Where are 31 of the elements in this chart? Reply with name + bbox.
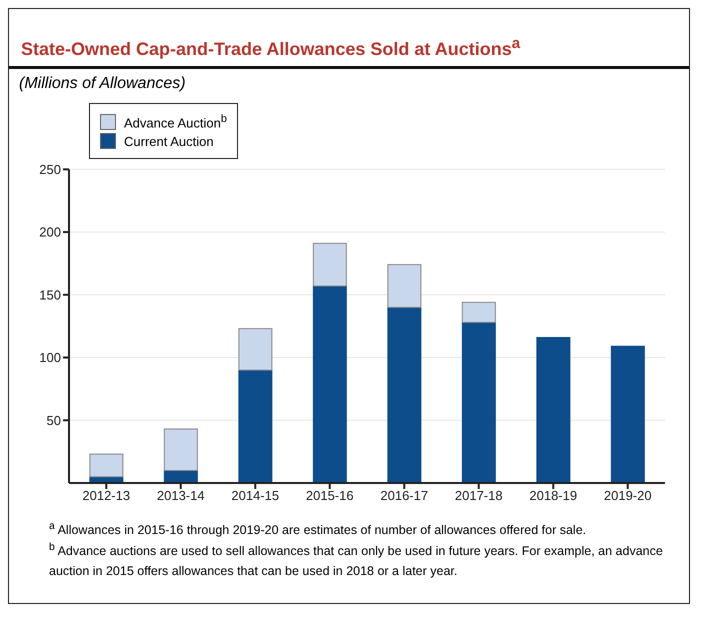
bar: [238, 370, 272, 483]
bar: [610, 346, 645, 483]
x-tick-label: 2014-15: [231, 488, 280, 504]
legend-label: Advance Auction$^{b}$: [124, 113, 227, 130]
bar: [164, 428, 198, 471]
legend-label: Current Auction: [124, 134, 214, 149]
y-tick-label: 100: [39, 350, 61, 366]
text: $^{b}$ Advance auctions are used to sell allowances that can only be used in future years. For example, an advance auction in 2015 offers allowances that can be used in 2018 or a later year.: [49, 541, 664, 580]
bar: [387, 264, 422, 308]
bar: [387, 306, 422, 483]
y-tick-label: 250: [39, 162, 61, 177]
x-tick-label: 2015-16: [306, 488, 354, 504]
x-tick-label: 2019-20: [604, 488, 652, 504]
text: $^{a}$ Allowances in 2015-16 through 2019-20 are estimates of number of allowances offered for sale.: [49, 520, 588, 540]
x-tick-label: 2018-19: [529, 488, 578, 504]
bar: [312, 286, 347, 483]
y-tick-label: 200: [39, 224, 61, 240]
y-tick-label: 150: [39, 287, 61, 302]
x-tick-label: 2017-18: [454, 488, 503, 504]
chart-subtitle: (Millions of Allowances): [18, 74, 187, 93]
bar: [536, 336, 570, 483]
chart-title: State-Owned Cap-and-Trade Allowances Sold at Auctions$^{a}$: [9, 9, 689, 69]
bar: [312, 242, 347, 287]
y-tick-label: 50: [46, 412, 61, 428]
x-tick-label: 2012-13: [82, 488, 130, 504]
bar: [462, 302, 496, 323]
x-tick-label: 2016-17: [380, 488, 428, 504]
bar: [238, 328, 272, 371]
x-tick-label: 2013-14: [156, 488, 205, 504]
bar: [89, 454, 124, 478]
bar: [462, 322, 496, 483]
